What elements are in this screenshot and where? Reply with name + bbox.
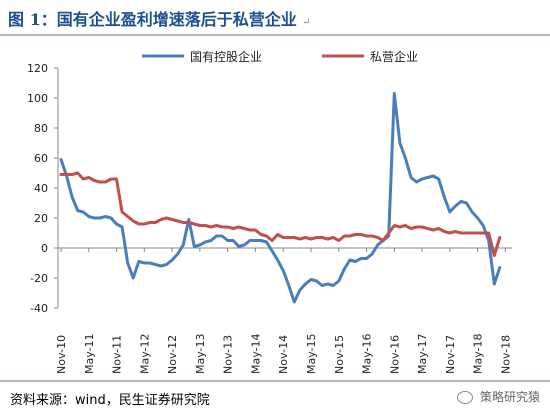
- x-tick-label: May-17: [416, 333, 429, 374]
- y-tick-label: -40: [30, 302, 48, 315]
- x-tick-label: May-12: [138, 333, 151, 374]
- x-tick-label: Nov-10: [55, 335, 68, 374]
- x-tick-label: May-13: [194, 333, 207, 374]
- x-tick-label: May-16: [361, 333, 374, 374]
- series-line-1: [59, 92, 502, 304]
- x-tick-label: May-14: [249, 333, 262, 374]
- legend-label-2: 私营企业: [370, 49, 418, 64]
- footer: 资料来源：wind，民生证券研究院 策略研究猿: [0, 380, 550, 413]
- x-tick-label: Nov-17: [444, 335, 457, 374]
- x-tick-label: Nov-18: [499, 335, 512, 374]
- y-tick-label: 100: [27, 92, 48, 105]
- y-tick-label: 0: [41, 242, 48, 255]
- y-tick-label: 80: [34, 122, 48, 135]
- x-tick-label: Nov-12: [166, 335, 179, 374]
- brand: 策略研究猿: [457, 388, 540, 405]
- brand-name: 策略研究猿: [479, 390, 540, 404]
- y-tick-label: -20: [30, 272, 48, 285]
- x-tick-label: Nov-11: [111, 335, 124, 374]
- wechat-icon: [457, 391, 474, 404]
- series-line-2: [59, 171, 502, 257]
- return-mark: ↵: [302, 17, 311, 28]
- legend-label-1: 国有控股企业: [190, 49, 262, 64]
- x-tick-label: Nov-15: [333, 335, 346, 374]
- title-bar: 图 1：国有企业盈利增速落后于私营企业 ↵: [0, 0, 550, 36]
- x-tick-label: May-18: [472, 333, 485, 374]
- x-tick-label: Nov-13: [222, 335, 235, 374]
- y-tick-label: 120: [27, 62, 48, 75]
- figure-title: 图 1：国有企业盈利增速落后于私营企业 ↵: [8, 6, 311, 30]
- figure-title-text: 图 1：国有企业盈利增速落后于私营企业: [8, 10, 297, 29]
- source-note: 资料来源：wind，民生证券研究院: [10, 393, 210, 408]
- x-tick-label: May-11: [83, 333, 96, 374]
- x-tick-label: Nov-16: [388, 335, 401, 374]
- y-tick-label: 20: [34, 212, 48, 225]
- x-tick-label: May-15: [305, 333, 318, 374]
- line-chart: -40 -20 0 20 40 60 80 100 120 Nov-10 May-11 Nov-11 M…: [27, 49, 512, 374]
- y-tick-label: 60: [34, 152, 48, 165]
- y-tick-label: 40: [34, 182, 48, 195]
- x-tick-label: Nov-14: [277, 335, 290, 374]
